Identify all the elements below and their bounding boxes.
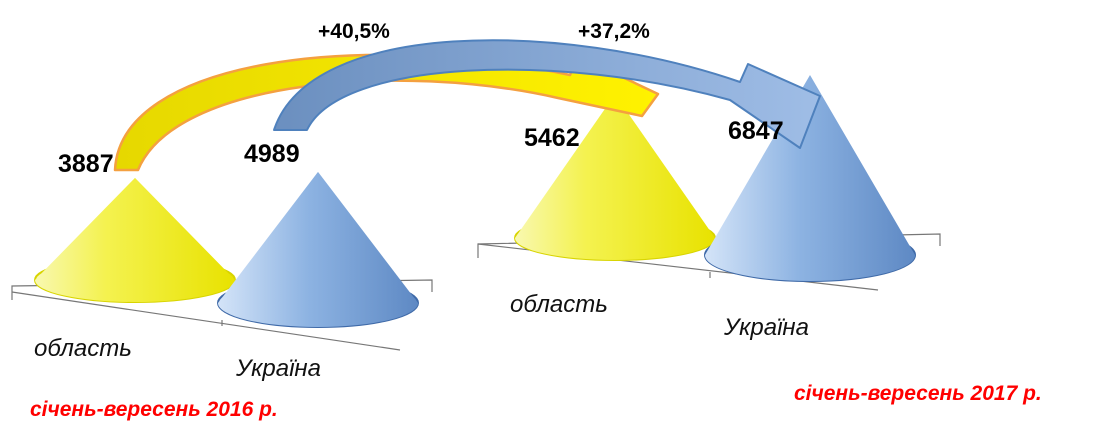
growth-arrow-ukraine [273,39,821,149]
cone-oblast-2017 [515,94,715,260]
cone-ukraine-2016 [218,171,418,327]
category-label-oblast-2017: область [510,291,608,318]
category-label-oblast-2016: область [34,335,132,362]
cone-oblast-2016 [35,177,235,302]
category-label-ukraine-2016: Україна [235,355,321,382]
value-label-oblast-2017: 5462 [524,124,580,152]
value-label-ukraine-2017: 6847 [728,117,784,145]
growth-label-ukraine: +37,2% [578,20,650,43]
value-label-ukraine-2016: 4989 [244,140,300,168]
period-label-2016: січень-вересень 2016 р. [30,398,278,421]
value-label-oblast-2016: 3887 [58,150,114,178]
growth-arrow-oblast [113,53,660,172]
growth-label-oblast: +40,5% [318,20,390,43]
cone-ukraine-2017 [705,75,915,281]
category-label-ukraine-2017: Україна [723,314,809,341]
period-label-2017: січень-вересень 2017 р. [794,382,1042,405]
